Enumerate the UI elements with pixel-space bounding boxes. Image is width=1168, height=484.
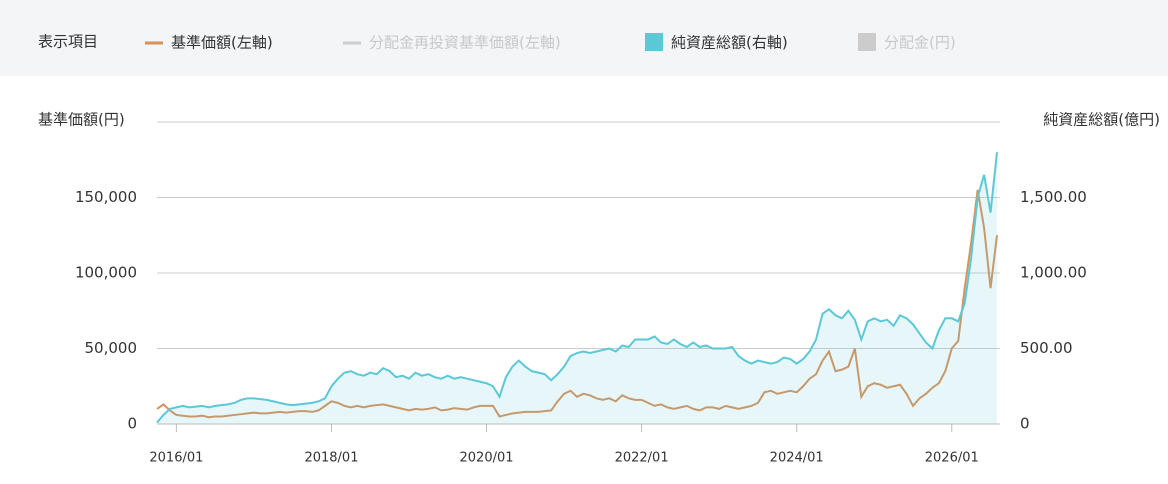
x-tick-label: 2020/01 <box>460 451 514 466</box>
y-tick-label: 150,000 <box>75 188 137 206</box>
y2-tick-label: 1,000.00 <box>1020 264 1087 282</box>
legend-title: 表示項目 <box>38 33 98 51</box>
area-line <box>156 152 998 424</box>
legend-label[interactable]: 分配金(円) <box>884 34 956 52</box>
right-axis-title: 純資産総額(億円) <box>1043 111 1160 129</box>
legend-label[interactable]: 分配金再投資基準価額(左軸) <box>369 34 561 52</box>
x-tick-label: 2026/01 <box>925 451 979 466</box>
legend-label[interactable]: 純資産総額(右軸) <box>671 34 788 52</box>
y-tick-label: 50,000 <box>85 339 138 357</box>
x-tick-label: 2024/01 <box>770 451 824 466</box>
y-tick-label: 100,000 <box>75 264 137 282</box>
legend-marker[interactable] <box>858 33 876 51</box>
x-tick-label: 2022/01 <box>615 451 669 466</box>
left-axis-title: 基準価額(円) <box>38 111 125 129</box>
area-fill <box>157 152 997 424</box>
x-tick-label: 2016/01 <box>149 451 203 466</box>
y2-tick-label: 500.00 <box>1020 339 1073 357</box>
line <box>156 189 998 419</box>
y2-tick-label: 0 <box>1020 415 1030 433</box>
y-tick-label: 0 <box>127 415 137 433</box>
y2-tick-label: 1,500.00 <box>1020 188 1087 206</box>
legend-band <box>0 0 1168 76</box>
legend-label[interactable]: 基準価額(左軸) <box>171 34 273 52</box>
x-tick-label: 2018/01 <box>304 451 358 466</box>
legend-marker[interactable] <box>645 33 663 51</box>
